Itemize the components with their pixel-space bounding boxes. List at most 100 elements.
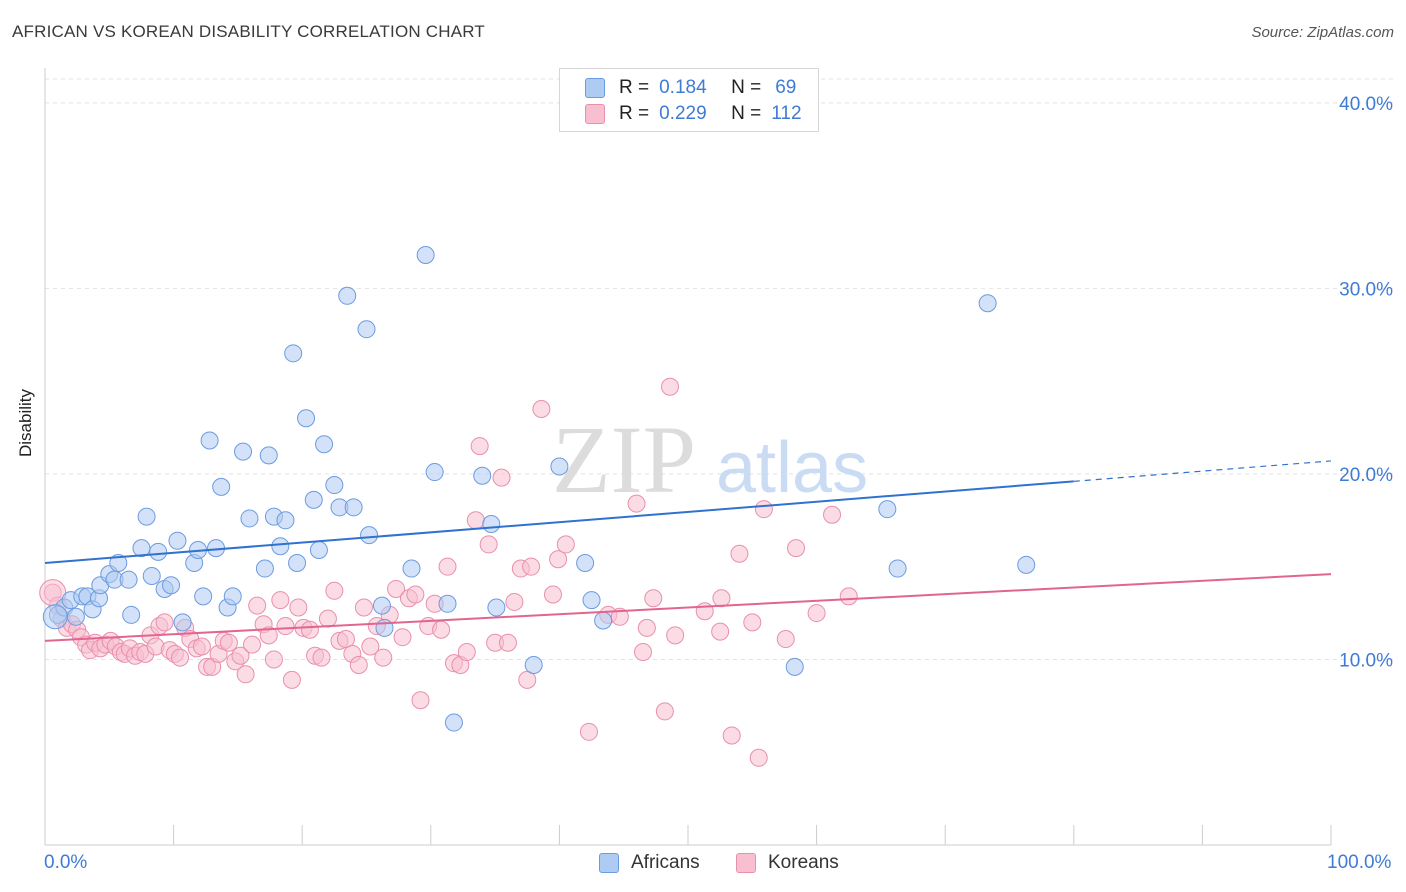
african-point-68 — [1017, 555, 1036, 574]
korean-point-102 — [722, 726, 741, 745]
african-point-64 — [785, 657, 804, 676]
african-point-49 — [372, 596, 391, 615]
legend-row-africans: R = 0.184 N = 69 — [585, 76, 796, 100]
korean-point-95 — [644, 589, 663, 608]
korean-point-45 — [276, 617, 295, 636]
korean-point-87 — [549, 550, 568, 569]
chart-title: AFRICAN VS KOREAN DISABILITY CORRELATION… — [12, 22, 486, 41]
axes — [44, 68, 1332, 846]
africans-trend-extension — [1073, 460, 1332, 482]
african-point-20 — [168, 531, 187, 550]
african-point-66 — [888, 559, 907, 578]
korean-point-106 — [754, 500, 773, 519]
african-point-25 — [200, 431, 219, 450]
korean-point-86 — [543, 585, 562, 604]
african-point-67 — [978, 294, 997, 313]
bottom-legend-africans: Africans — [599, 852, 700, 874]
korean-point-46 — [282, 670, 301, 689]
y-tick-label-40: 40.0% — [1339, 94, 1393, 115]
korean-point-93 — [633, 643, 652, 662]
african-point-cluster — [42, 604, 68, 630]
african-point-3 — [66, 607, 85, 626]
legend-row-koreans: R = 0.229 N = 112 — [585, 102, 802, 126]
bottom-legend-koreans: Koreans — [736, 852, 839, 874]
korean-point-49 — [300, 620, 319, 639]
african-point-31 — [240, 509, 259, 528]
korean-point-44 — [271, 591, 290, 610]
korean-point-51 — [312, 648, 331, 667]
korean-point-99 — [695, 602, 714, 621]
korean-point-59 — [361, 637, 380, 656]
korean-point-81 — [505, 592, 524, 611]
korean-point-40 — [248, 596, 267, 615]
korean-point-26 — [171, 648, 190, 667]
african-point-35 — [271, 537, 290, 556]
korean-point-71 — [438, 557, 457, 576]
korean-point-30 — [192, 637, 211, 656]
korean-point-42 — [259, 626, 278, 645]
korean-point-70 — [432, 620, 451, 639]
legend-n-label: N = — [731, 103, 762, 124]
korean-point-66 — [406, 585, 425, 604]
legend-r-label: R = — [619, 103, 650, 124]
korean-point-43 — [264, 650, 283, 669]
legend-koreans-n: 112 — [771, 103, 802, 124]
african-point-52 — [416, 245, 435, 264]
korean-point-63 — [387, 579, 406, 598]
korean-point-38 — [236, 665, 255, 684]
korean-point-79 — [492, 468, 511, 487]
korean-point-76 — [470, 437, 489, 456]
watermark-zip: ZIP — [552, 406, 696, 513]
korean-point-57 — [349, 656, 368, 675]
african-point-14 — [132, 539, 151, 558]
bottom-legend-swatch-africans — [599, 853, 619, 873]
x-tick-label-max: 100.0% — [1327, 852, 1392, 873]
legend-swatch-africans — [585, 78, 605, 98]
african-point-62 — [582, 591, 601, 610]
korean-point-52 — [318, 609, 337, 628]
african-point-43 — [325, 476, 344, 495]
african-point-55 — [444, 713, 463, 732]
african-point-37 — [284, 344, 303, 363]
african-point-53 — [425, 463, 444, 482]
african-point-57 — [482, 515, 501, 534]
african-point-32 — [255, 559, 274, 578]
gridlines — [45, 78, 1395, 660]
african-point-61 — [576, 553, 595, 572]
african-point-45 — [338, 286, 357, 305]
korean-point-58 — [354, 598, 373, 617]
african-point-21 — [173, 613, 192, 632]
korean-point-97 — [660, 377, 679, 396]
african-point-65 — [878, 500, 897, 519]
korean-point-64 — [393, 628, 412, 647]
korean-point-108 — [787, 539, 806, 558]
african-point-38 — [288, 553, 307, 572]
african-point-41 — [309, 540, 328, 559]
y-tick-labels: 10.0% 20.0% 30.0% 40.0% — [1339, 94, 1393, 672]
korean-point-84 — [522, 557, 541, 576]
african-point-56 — [473, 466, 492, 485]
african-point-27 — [212, 477, 231, 496]
korean-point-23 — [155, 613, 174, 632]
korean-point-109 — [807, 604, 826, 623]
legend-africans-n: 69 — [775, 77, 797, 98]
africans-trend-line — [44, 480, 1074, 564]
african-point-12 — [119, 570, 138, 589]
y-tick-label-20: 20.0% — [1339, 465, 1393, 486]
korean-point-39 — [243, 635, 262, 654]
korean-point-47 — [289, 598, 308, 617]
african-point-11 — [109, 553, 128, 572]
korean-point-105 — [749, 748, 768, 767]
korean-point-74 — [457, 643, 476, 662]
legend-swatch-koreans — [585, 104, 605, 124]
y-tick-label-30: 30.0% — [1339, 279, 1393, 300]
korean-point-103 — [730, 544, 749, 563]
legend-r-label: R = — [619, 77, 650, 98]
korean-point-83 — [518, 670, 537, 689]
bottom-legend-label-koreans: Koreans — [768, 852, 839, 873]
y-tick-label-10: 10.0% — [1339, 650, 1393, 671]
y-axis-label: Disability — [16, 388, 35, 457]
korean-point-111 — [839, 587, 858, 606]
african-point-16 — [142, 566, 161, 585]
